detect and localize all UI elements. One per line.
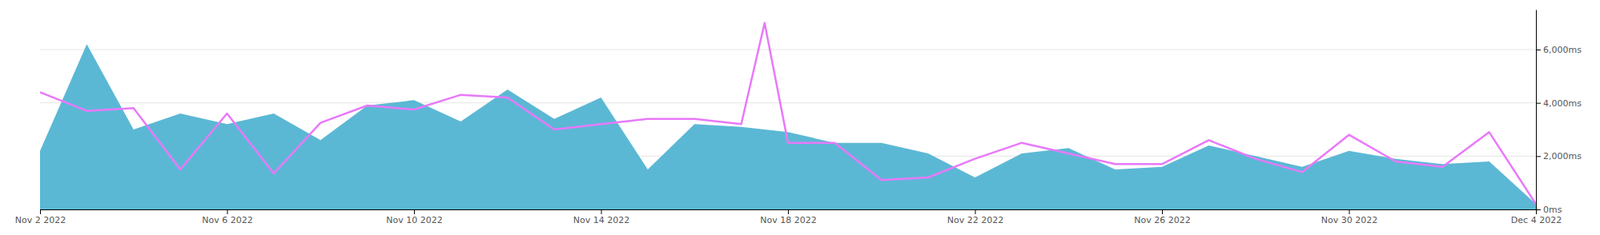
x-tick: Nov 26 2022 <box>1133 209 1190 226</box>
x-tick: Nov 2 2022 <box>15 209 66 226</box>
x-tick-mark <box>1349 209 1351 215</box>
area <box>40 44 1536 210</box>
x-tick-label: Nov 18 2022 <box>759 215 817 226</box>
y-tick-mark <box>1535 103 1541 105</box>
x-tick-label: Nov 14 2022 <box>573 215 630 226</box>
axis-line <box>1535 10 1537 211</box>
x-tick-label: Nov 2 2022 <box>15 215 66 226</box>
y-tick-label: 4,000ms <box>1543 98 1582 109</box>
x-tick-mark <box>1161 209 1163 215</box>
y-tick: 2,000ms <box>1535 151 1582 162</box>
x-tick-label: Nov 10 2022 <box>385 215 443 226</box>
y-tick: 0ms <box>1535 205 1563 216</box>
x-tick: Nov 6 2022 <box>201 209 253 226</box>
x-tick-label: Dec 4 2022 <box>1511 215 1562 226</box>
chart: Nov 2 2022 Nov 6 2022 Nov 10 2022 Nov 14 20… <box>0 0 1600 235</box>
grid-line <box>40 49 1536 51</box>
y-tick-label: 6,000ms <box>1543 44 1582 56</box>
marks <box>40 23 1536 210</box>
plot: Nov 2 2022 Nov 6 2022 Nov 10 2022 Nov 14 20… <box>15 10 1582 226</box>
y-tick-mark <box>1535 156 1541 157</box>
x-tick: Nov 18 2022 <box>759 209 817 226</box>
y-tick-mark <box>1535 209 1541 211</box>
x-tick: Nov 10 2022 <box>385 209 443 226</box>
x-tick-mark <box>40 209 41 215</box>
x-tick-mark <box>787 209 789 215</box>
x-tick: Nov 30 2022 <box>1321 209 1378 226</box>
x-tick-label: Nov 26 2022 <box>1133 215 1190 226</box>
x-tick-label: Nov 6 2022 <box>201 215 253 226</box>
y-axis: 0ms 2,000ms 4,000ms 6,000ms <box>1535 10 1582 217</box>
y-tick-label: 0ms <box>1543 205 1563 216</box>
y-tick-mark <box>1535 49 1541 51</box>
x-tick-label: Nov 30 2022 <box>1321 215 1378 226</box>
y-tick: 4,000ms <box>1535 98 1582 109</box>
x-tick-mark <box>227 209 229 215</box>
x-tick: Nov 22 2022 <box>947 209 1004 226</box>
y-tick: 6,000ms <box>1535 44 1582 56</box>
line <box>40 23 1536 206</box>
x-tick-mark <box>601 209 603 215</box>
x-axis: Nov 2 2022 Nov 6 2022 Nov 10 2022 Nov 14 20… <box>15 209 1562 226</box>
grid-line <box>40 102 1536 104</box>
x-tick-mark <box>414 209 415 215</box>
x-tick-mark <box>975 209 977 215</box>
x-tick: Nov 14 2022 <box>573 209 630 226</box>
x-tick-label: Nov 22 2022 <box>947 215 1004 226</box>
y-tick-label: 2,000ms <box>1543 151 1582 162</box>
